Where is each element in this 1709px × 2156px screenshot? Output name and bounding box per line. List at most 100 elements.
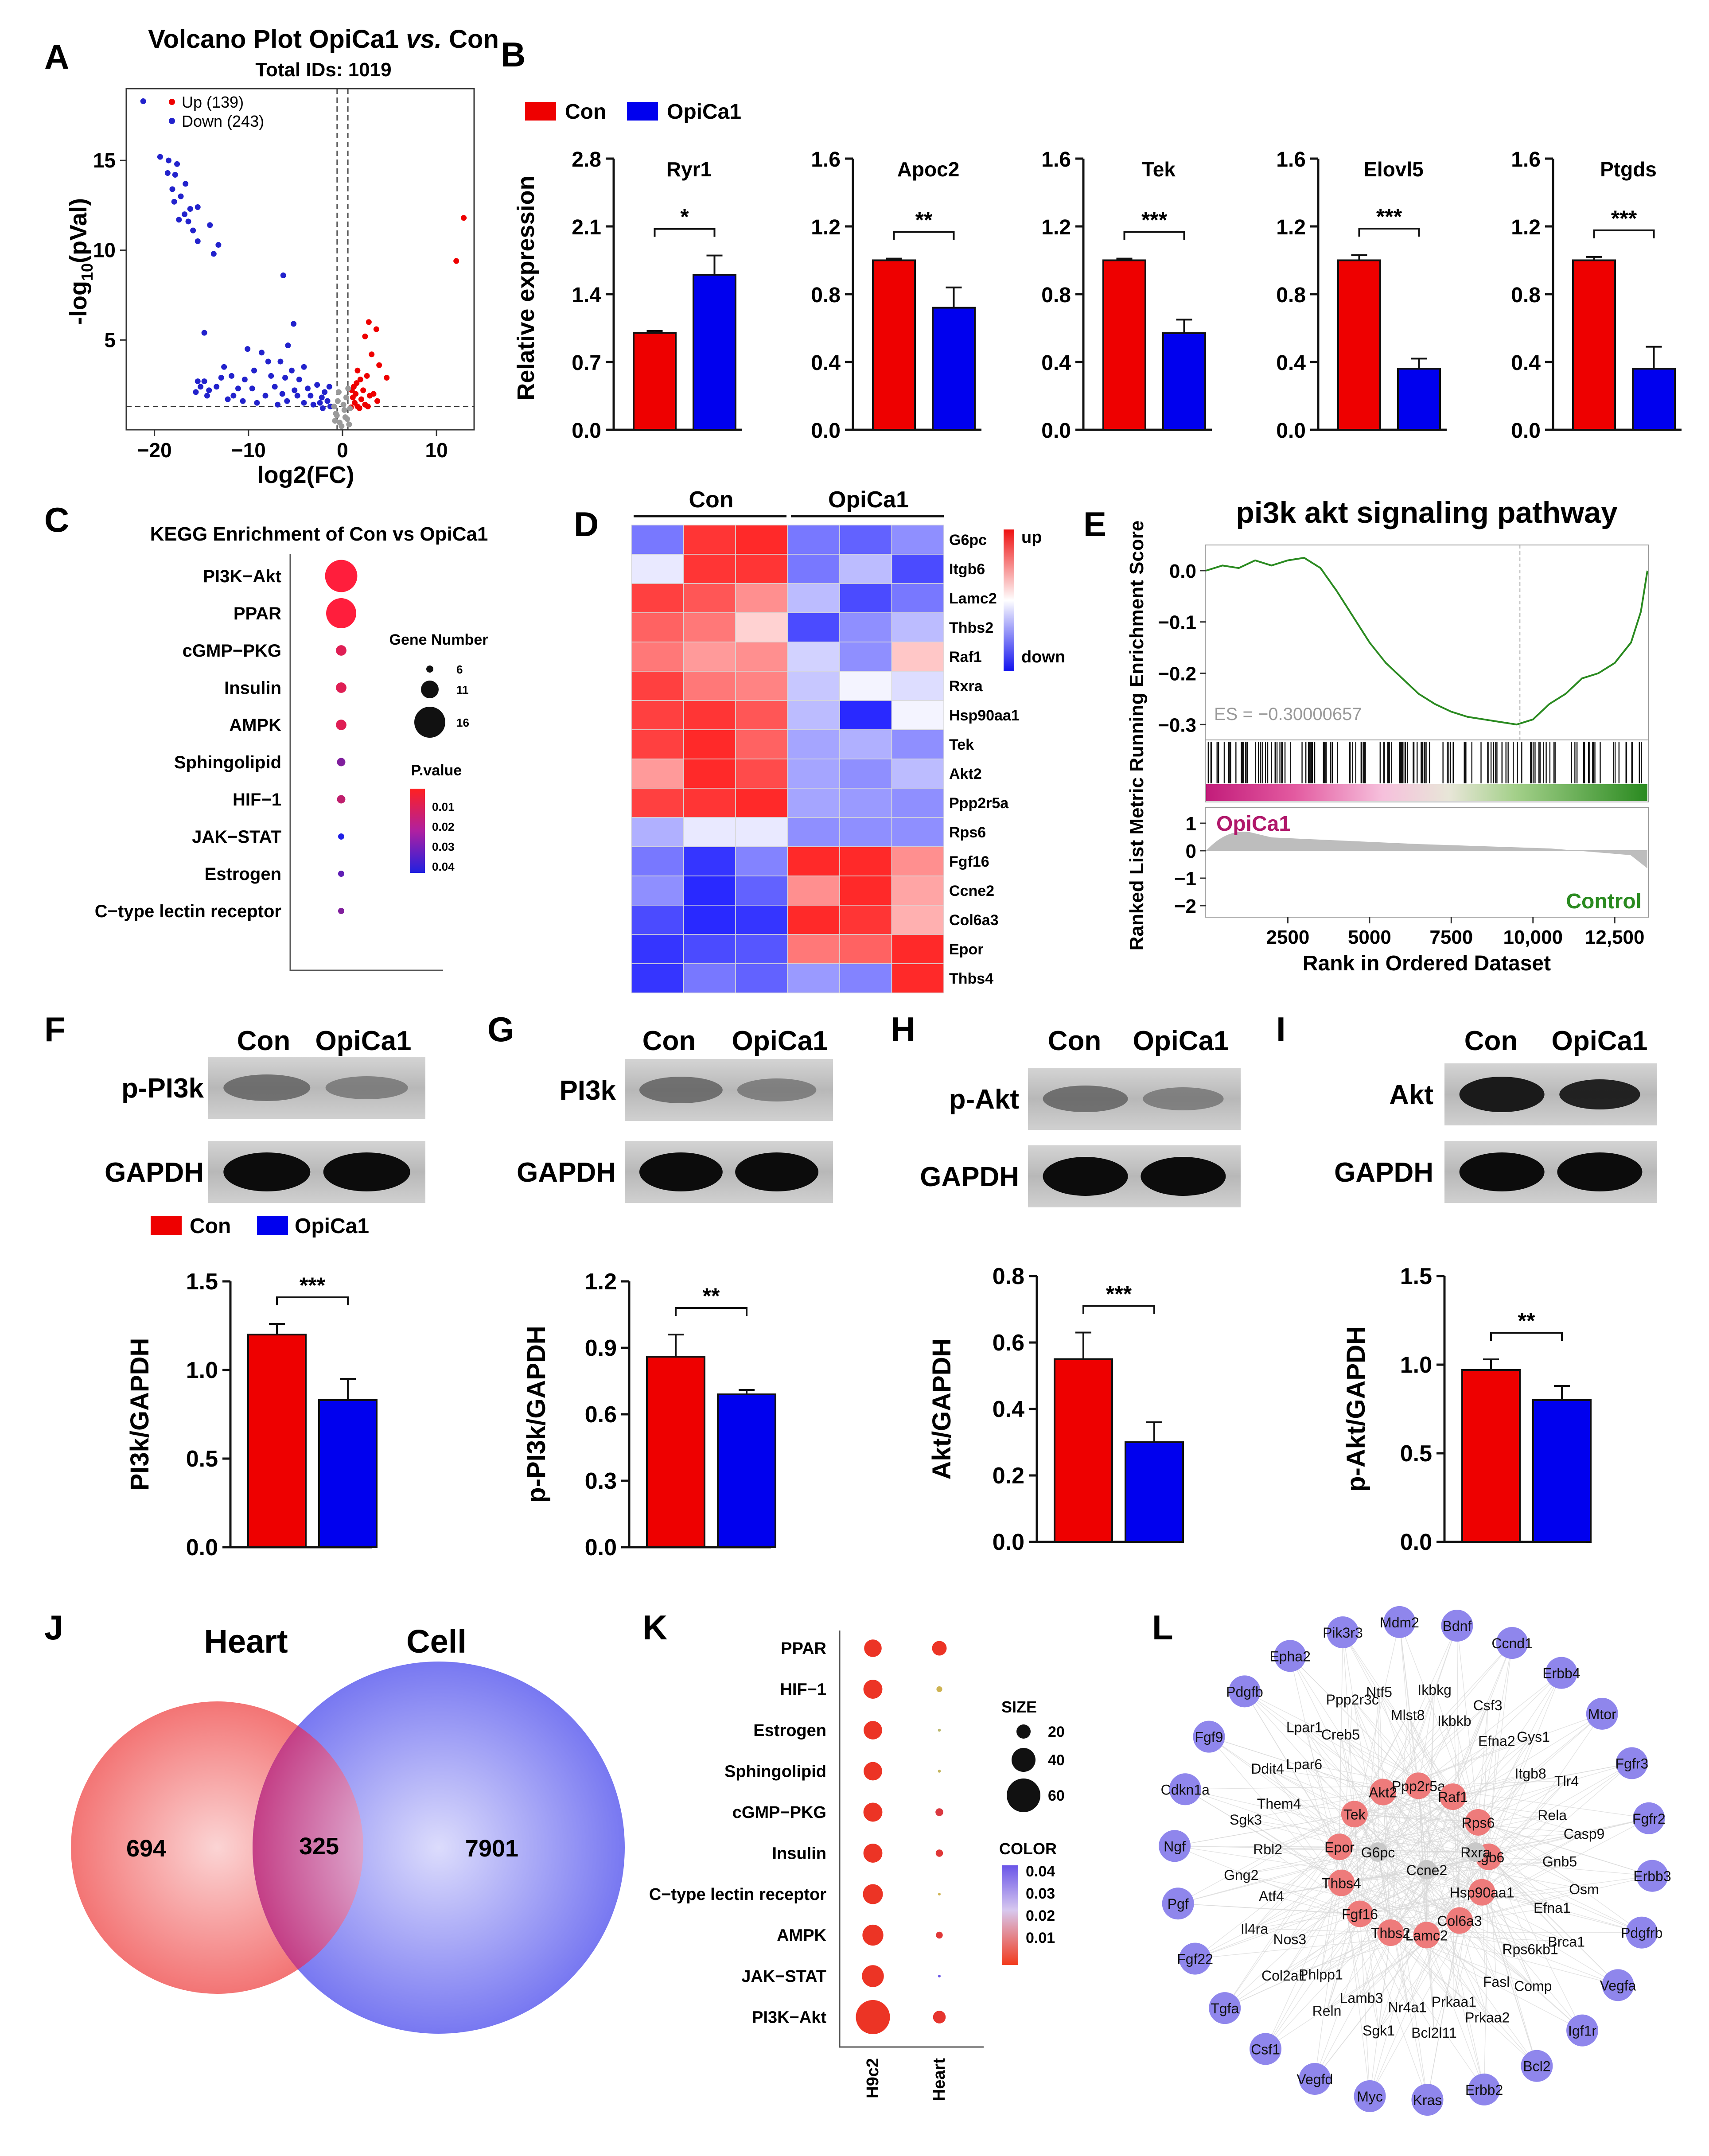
network-edge xyxy=(1426,1869,1567,1942)
gsea-x-tick-label: 5000 xyxy=(1348,926,1391,948)
network-node xyxy=(1616,1747,1648,1779)
network-edge xyxy=(1481,1773,1531,1892)
kegg-k-term-label: Insulin xyxy=(772,1845,826,1863)
volcano-point-down xyxy=(245,346,251,352)
kegg-k-dot-h9c2 xyxy=(862,1924,884,1946)
network-edge xyxy=(1175,1845,1339,1848)
network-edge xyxy=(1426,1740,1497,1935)
panel-k-kegg: PPAR HIF−1 Estrogen Sphingolipid cGMP−PKG Ins… xyxy=(649,1631,1065,2101)
network-node-label: Erbb3 xyxy=(1633,1868,1671,1884)
network-edge xyxy=(1378,1852,1530,1950)
heatmap-cell xyxy=(787,729,840,759)
heatmap-cell xyxy=(839,525,892,555)
volcano-point-down xyxy=(198,384,204,390)
bar-con xyxy=(646,1356,705,1548)
kegg-k-dot-h9c2 xyxy=(864,1639,882,1657)
volcano-point-down xyxy=(249,385,255,392)
kegg-k-term-label: HIF−1 xyxy=(780,1681,826,1699)
gsea-x-tick-label: 2500 xyxy=(1266,926,1309,948)
wb-quant-y-label: Akt/GAPDH xyxy=(927,1338,956,1479)
volcano-point-down xyxy=(187,206,193,212)
volcano-point-down xyxy=(204,393,210,399)
network-node-label: Cdkn1a xyxy=(1161,1782,1210,1798)
heatmap-cell xyxy=(683,876,736,906)
heatmap-cell xyxy=(683,700,736,730)
network-edge xyxy=(1224,1932,1391,2008)
network-edge xyxy=(1399,1622,1427,1870)
fi-legend-opica1-swatch xyxy=(257,1216,288,1235)
heatmap-cell xyxy=(839,759,892,789)
network-edge xyxy=(1339,1822,1479,1848)
network-edge xyxy=(1341,1869,1427,1884)
volcano-y-label: -log10(pVal) xyxy=(65,198,96,325)
network-node-label: Tek xyxy=(1343,1806,1366,1822)
heatmap-cell xyxy=(683,612,736,642)
bar-sig-label: ** xyxy=(703,1284,720,1308)
blot-band-opica1 xyxy=(325,1076,408,1099)
network-node-label: Thbs4 xyxy=(1322,1876,1361,1891)
gsea-es-tick-label: −0.2 xyxy=(1158,663,1196,685)
bar-sig-bracket xyxy=(654,228,716,237)
network-edge xyxy=(1241,1874,1360,1915)
wb-quant-subplot: 0.8 0.6 0.4 0.2 0.0 *** Akt/GAPDH xyxy=(927,1264,1184,1555)
heatmap-cell xyxy=(891,525,944,555)
network-edge xyxy=(1267,1768,1482,1893)
kegg-k-term-label: Estrogen xyxy=(753,1721,826,1740)
volcano-point-down xyxy=(272,384,278,390)
gsea-x-tick-label: 12,500 xyxy=(1585,926,1645,948)
kegg-k-size-20 xyxy=(1016,1724,1031,1739)
network-edge xyxy=(1314,1934,1427,2079)
kegg-k-dot-heart xyxy=(938,1770,941,1773)
bar-y-tick-label: 1.2 xyxy=(1276,216,1306,239)
network-node xyxy=(1441,1610,1473,1642)
gsea-x-tick-label: 7500 xyxy=(1429,926,1473,948)
volcano-point-down xyxy=(292,387,298,393)
heatmap-gene-label: Akt2 xyxy=(949,766,982,782)
network-edge xyxy=(1341,1780,1567,1884)
bar-y-tick-label: 1.2 xyxy=(1041,216,1071,239)
volcano-point-down xyxy=(308,393,314,399)
network-edge xyxy=(1254,1852,1476,1929)
panel-c-kegg: KEGG Enrichment of Con vs OpiCa1 PI3K−Ak… xyxy=(95,523,488,971)
network-edge xyxy=(1359,1720,1455,1914)
network-edge xyxy=(1279,1803,1460,1921)
network-edge xyxy=(1426,1869,1485,2090)
heatmap-cell xyxy=(631,905,684,935)
blot-con-header: Con xyxy=(642,1026,696,1056)
network-node-label: Fgf9 xyxy=(1195,1729,1223,1745)
network-edge xyxy=(1254,1928,1391,1933)
volcano-x-tick-label: −20 xyxy=(137,439,172,462)
kegg-k-term-label: cGMP−PKG xyxy=(732,1803,826,1822)
volcano-point-down xyxy=(322,389,328,395)
network-node-label: Gys1 xyxy=(1517,1729,1550,1745)
network-node-label: Hsp90aa1 xyxy=(1450,1885,1514,1901)
network-node-label: Bcl2l11 xyxy=(1411,2025,1457,2041)
gsea-metric-tick-label: 1 xyxy=(1186,813,1196,835)
network-edge xyxy=(1339,1846,1460,1921)
heatmap-gene-label: Rxra xyxy=(949,678,983,695)
heatmap-gene-label: Itgb6 xyxy=(949,561,985,578)
volcano-point-ns xyxy=(335,389,342,395)
volcano-y-tick-label: 5 xyxy=(104,328,116,351)
heatmap-cell xyxy=(735,729,788,759)
gsea-es-label: ES = −0.30000657 xyxy=(1214,704,1362,724)
volcano-point-up xyxy=(453,258,459,264)
network-node-label: Atf4 xyxy=(1259,1888,1284,1904)
bar-sig-label: *** xyxy=(1376,204,1402,229)
network-edge xyxy=(1418,1786,1427,1870)
network-node-label: Tlr4 xyxy=(1554,1773,1579,1789)
volcano-point-down xyxy=(319,405,326,411)
network-edge xyxy=(1195,1785,1419,1959)
network-node-label: Them4 xyxy=(1257,1796,1301,1812)
network-node-label: Gng2 xyxy=(1224,1867,1258,1883)
heatmap-cell xyxy=(891,759,944,789)
panel-label-h: H xyxy=(891,1010,915,1049)
heatmap-cell xyxy=(839,846,892,876)
network-edge xyxy=(1361,1934,1427,1998)
kegg-c-axis xyxy=(289,554,443,971)
network-edge xyxy=(1339,1763,1632,1847)
network-edge xyxy=(1267,1768,1340,1847)
blot-gapdh-band-con xyxy=(223,1152,311,1191)
blot-gapdh-label: GAPDH xyxy=(517,1157,616,1188)
network-node-label: Thbs2 xyxy=(1371,1925,1410,1941)
